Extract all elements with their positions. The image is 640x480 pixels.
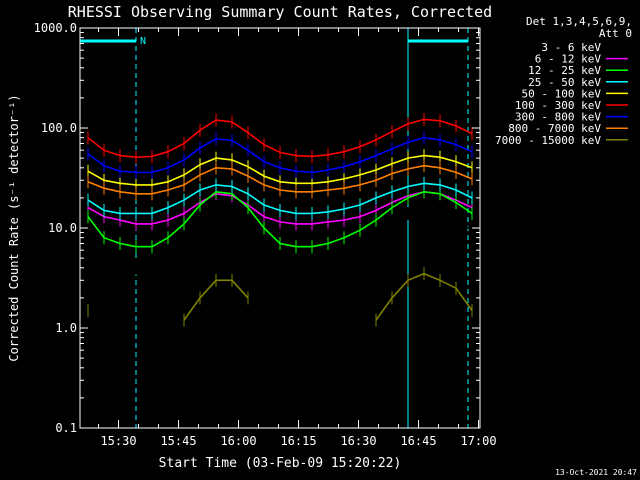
series-line: [87, 209, 473, 269]
series-8: [87, 267, 473, 327]
legend-label-1: 6 - 12 keV: [535, 53, 602, 66]
series-line: [87, 182, 473, 215]
legend-label-4: 50 - 100 keV: [522, 87, 602, 100]
legend-label-0: 3 - 6 keV: [541, 41, 601, 54]
series-line: [87, 154, 473, 186]
series-layer: [87, 112, 473, 327]
series-line: [375, 272, 473, 321]
legend-label-5: 100 - 300 keV: [515, 99, 601, 112]
legend-label-8: 7000 - 15000 keV: [495, 134, 601, 147]
x-axis: 15:30 15:45 16:00 16:15 16:30 16:45 17:00: [98, 28, 497, 448]
x-tick-label: 17:00: [460, 434, 496, 448]
x-axis-label: Start Time (03-Feb-09 15:20:22): [159, 456, 402, 471]
series-5: [87, 112, 473, 164]
y-axis-label: Corrected Count Rate (s⁻¹ detector⁻¹): [7, 94, 21, 361]
legend-label-7: 800 - 7000 keV: [508, 122, 601, 135]
legend-header-line-1: Det 1,3,4,5,6,9,: [526, 15, 632, 28]
footer-timestamp: 13-Oct-2021 20:47: [555, 468, 637, 477]
y-tick-label: 1.0: [55, 321, 77, 335]
x-tick-label: 16:45: [400, 434, 436, 448]
series-0: [87, 203, 473, 275]
series-line: [87, 118, 473, 159]
chart-title: RHESSI Observing Summary Count Rates, Co…: [68, 3, 492, 21]
x-tick-label: 16:00: [220, 434, 256, 448]
legend-label-6: 300 - 800 keV: [515, 111, 601, 124]
x-tick-label: 16:30: [340, 434, 376, 448]
series-line: [87, 136, 473, 174]
series-line: [87, 164, 473, 195]
x-tick-label: 16:15: [280, 434, 316, 448]
y-tick-label: 0.1: [55, 421, 77, 435]
legend-label-3: 25 - 50 keV: [528, 76, 601, 89]
legend-header-line-2: Att 0: [599, 27, 632, 40]
y-tick-label: 1000.0: [34, 21, 77, 35]
series-line: [183, 279, 249, 321]
y-tick-label: 10.0: [48, 221, 77, 235]
series-7: [87, 159, 473, 201]
x-tick-label: 15:30: [100, 434, 136, 448]
x-tick-label: 15:45: [160, 434, 196, 448]
series-3: [87, 176, 473, 220]
series-6: [87, 131, 473, 179]
legend-label-2: 12 - 25 keV: [528, 64, 601, 77]
night-bar-label: N: [140, 36, 146, 47]
y-tick-label: 100.0: [41, 121, 77, 135]
series-line: [87, 190, 473, 248]
y-axis: 0.1 1.0 10.0 100.0 1000.0: [34, 21, 480, 435]
